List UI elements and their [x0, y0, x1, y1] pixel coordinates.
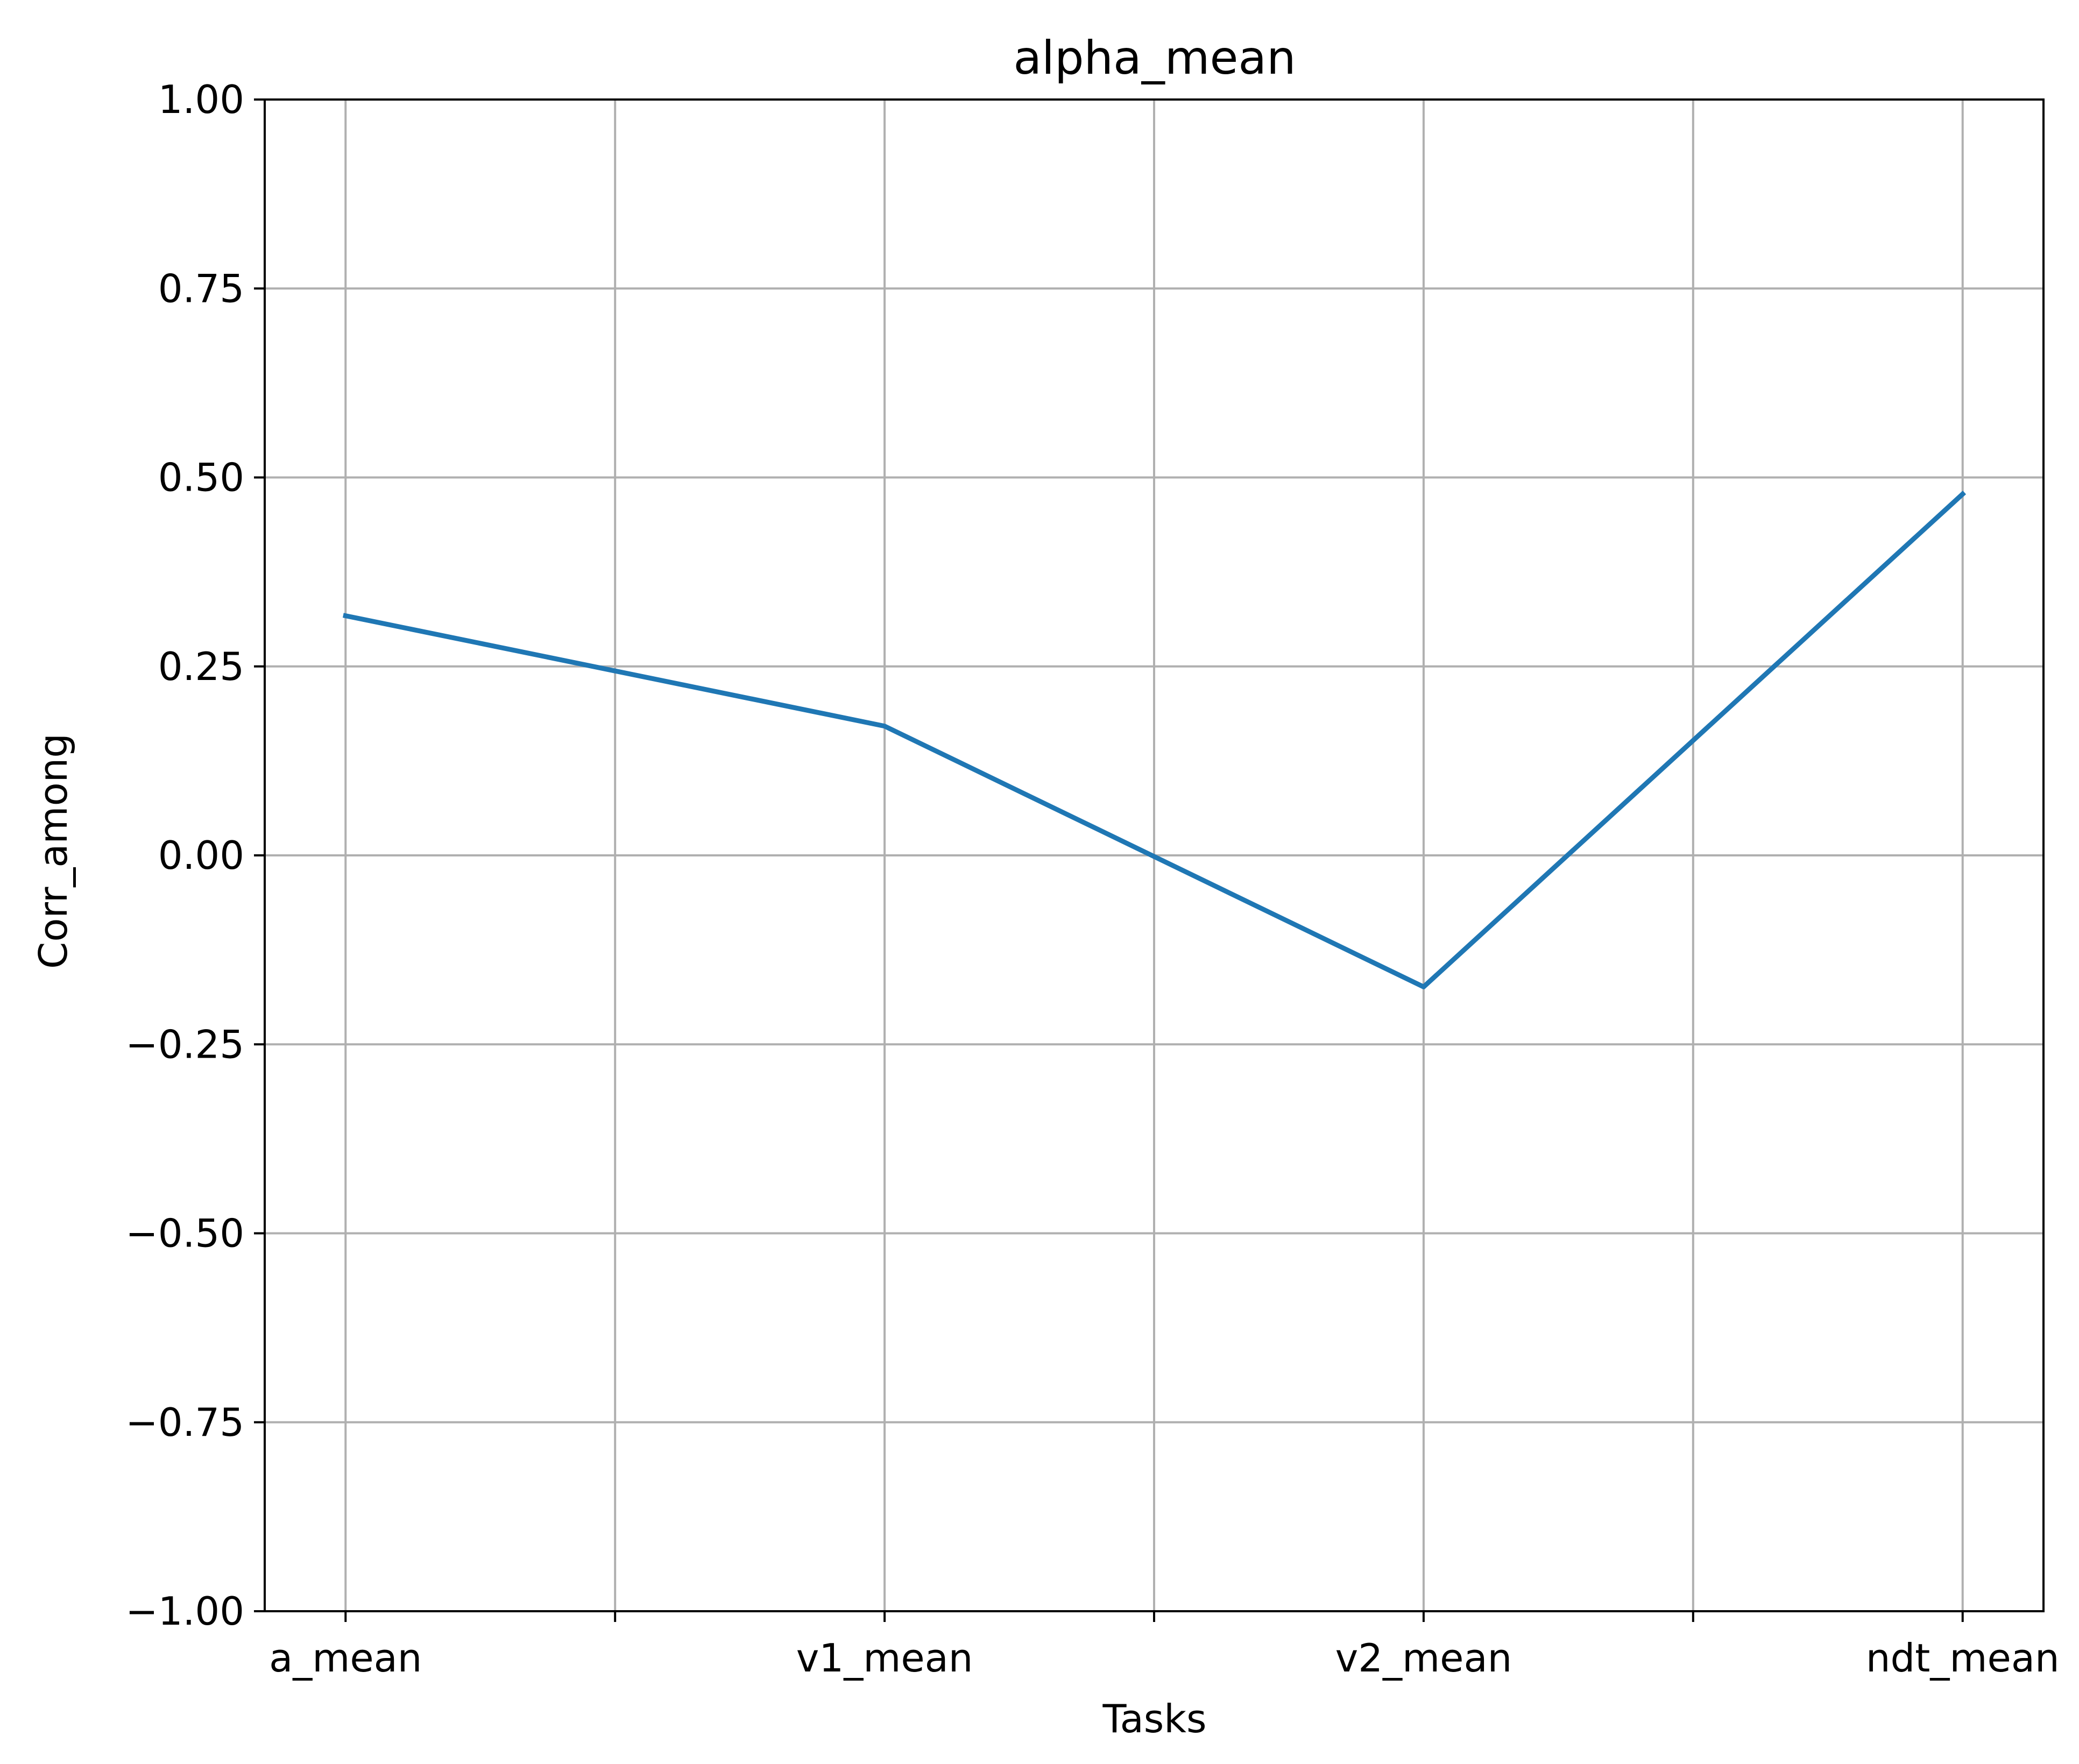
y-tick-label: 0.75	[158, 266, 244, 311]
grid	[265, 98, 2043, 1612]
x-tick-label: v2_mean	[1335, 1635, 1512, 1681]
y-tick-label: −1.00	[125, 1589, 244, 1634]
y-tick-label: 0.25	[158, 644, 244, 689]
x-axis-label: Tasks	[1102, 1696, 1207, 1741]
y-tick-label: 1.00	[158, 77, 244, 122]
x-tick-label: v1_mean	[796, 1635, 973, 1681]
y-tick-label: −0.50	[125, 1211, 244, 1256]
series-layer	[342, 491, 1967, 989]
y-tick-label: 0.50	[158, 455, 244, 500]
y-tick-label: −0.25	[125, 1022, 244, 1067]
x-tick-label: ndt_mean	[1866, 1635, 2060, 1681]
chart-title: alpha_mean	[1013, 31, 1296, 85]
y-axis-label: Corr_among	[31, 733, 76, 969]
y-tick-label: 0.00	[158, 833, 244, 878]
x-tick-label: a_mean	[269, 1635, 422, 1681]
series-line	[342, 491, 1967, 989]
y-tick-label: −0.75	[125, 1400, 244, 1445]
ticks: a_mean v1_mean v2_mean ndt_mean −1.00 −0.75 −0…	[125, 77, 2059, 1681]
